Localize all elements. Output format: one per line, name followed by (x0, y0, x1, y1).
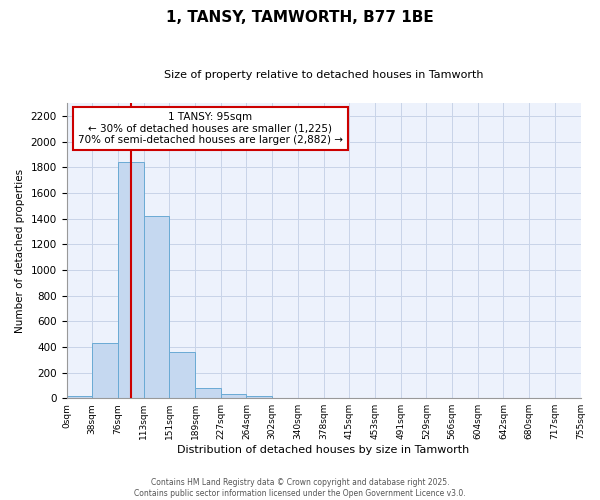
Text: Contains HM Land Registry data © Crown copyright and database right 2025.
Contai: Contains HM Land Registry data © Crown c… (134, 478, 466, 498)
Text: 1, TANSY, TAMWORTH, B77 1BE: 1, TANSY, TAMWORTH, B77 1BE (166, 10, 434, 25)
Y-axis label: Number of detached properties: Number of detached properties (15, 168, 25, 332)
Bar (92, 343, 118, 398)
Bar (143, 216, 169, 398)
Title: Size of property relative to detached houses in Tamworth: Size of property relative to detached ho… (164, 70, 483, 80)
Bar (67, 396, 92, 398)
Bar (247, 396, 272, 398)
X-axis label: Distribution of detached houses by size in Tamworth: Distribution of detached houses by size … (178, 445, 470, 455)
Bar (169, 352, 195, 398)
Text: 1 TANSY: 95sqm
← 30% of detached houses are smaller (1,225)
70% of semi-detached: 1 TANSY: 95sqm ← 30% of detached houses … (78, 112, 343, 145)
Bar (195, 388, 221, 398)
Bar (118, 162, 143, 398)
Bar (221, 394, 247, 398)
